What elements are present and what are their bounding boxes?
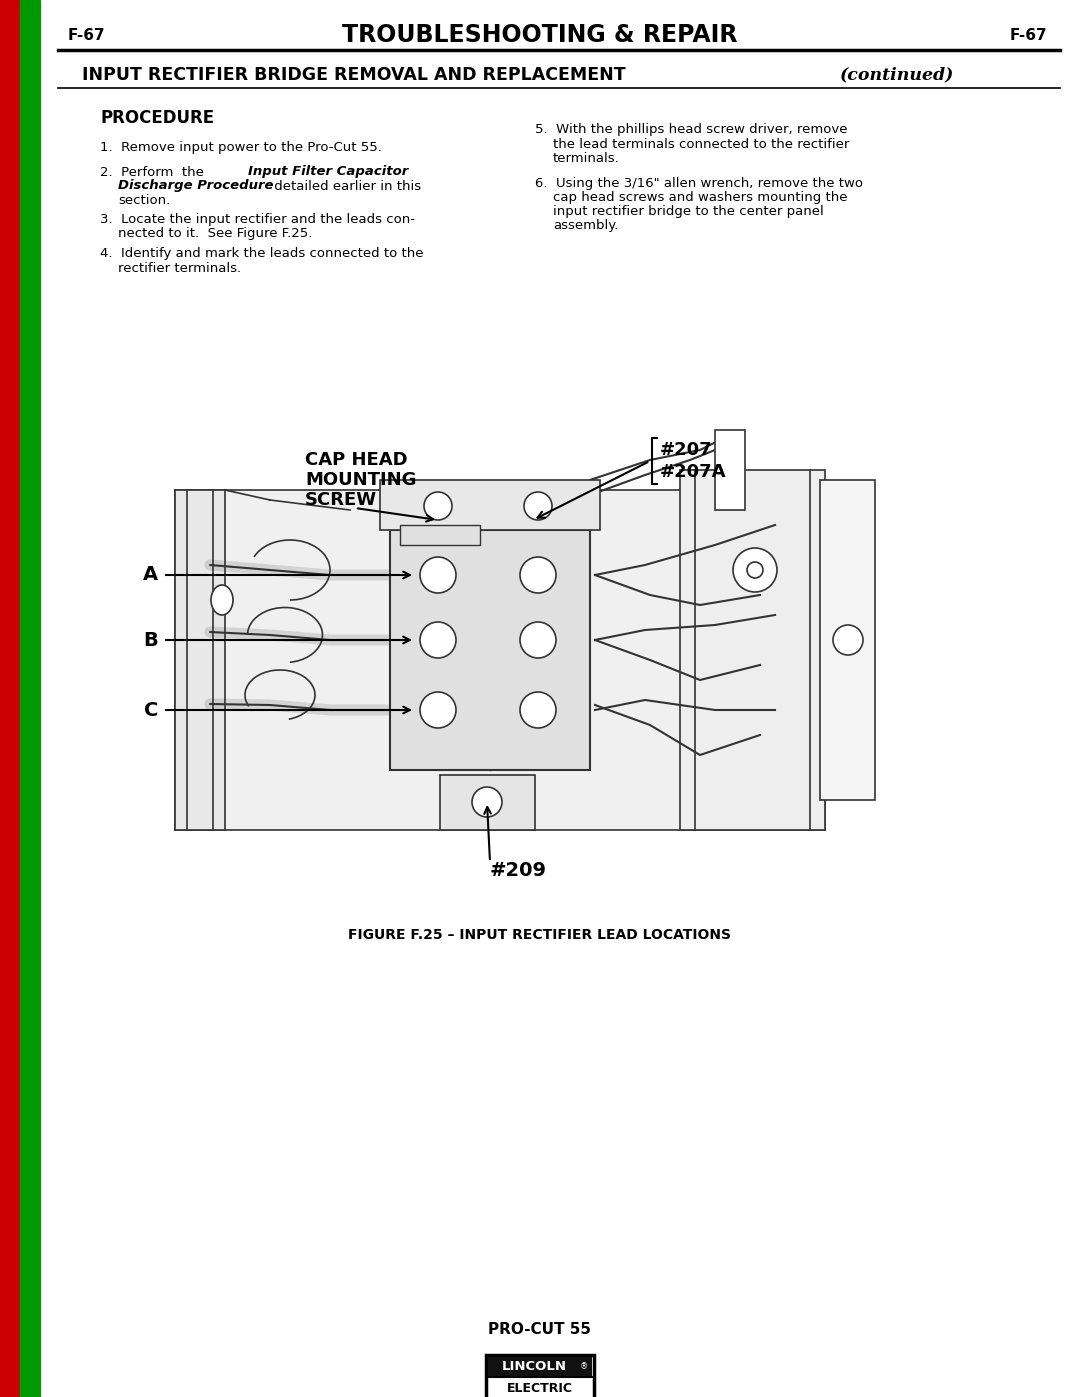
Text: Input Filter Capacitor: Input Filter Capacitor: [248, 165, 408, 179]
Text: Return to Master TOC: Return to Master TOC: [26, 130, 35, 240]
Bar: [488, 1356, 592, 1377]
Text: 5.  With the phillips head screw driver, remove: 5. With the phillips head screw driver, …: [535, 123, 848, 137]
Text: 3.  Locate the input rectifier and the leads con-: 3. Locate the input rectifier and the le…: [100, 214, 415, 226]
Bar: [486, 1355, 594, 1397]
Bar: [390, 529, 590, 770]
Text: TROUBLESHOOTING & REPAIR: TROUBLESHOOTING & REPAIR: [342, 22, 738, 47]
Text: LINCOLN: LINCOLN: [501, 1359, 567, 1373]
Ellipse shape: [211, 585, 233, 615]
Circle shape: [733, 548, 777, 592]
Circle shape: [519, 557, 556, 592]
Text: MOUNTING: MOUNTING: [305, 471, 417, 489]
Bar: [0, 0, 21, 1397]
Text: Return to Master TOC: Return to Master TOC: [26, 454, 35, 566]
Text: Return to Section TOC: Return to Section TOC: [5, 453, 14, 567]
Bar: [715, 430, 745, 510]
Circle shape: [472, 787, 502, 817]
Bar: [820, 481, 875, 800]
Text: A: A: [143, 566, 158, 584]
Bar: [680, 469, 825, 830]
Circle shape: [424, 492, 453, 520]
Text: FIGURE F.25 – INPUT RECTIFIER LEAD LOCATIONS: FIGURE F.25 – INPUT RECTIFIER LEAD LOCAT…: [349, 928, 731, 942]
Text: section.: section.: [118, 194, 171, 207]
Text: SCREW: SCREW: [305, 490, 377, 509]
Text: assembly.: assembly.: [553, 219, 619, 232]
Text: 6.  Using the 3/16" allen wrench, remove the two: 6. Using the 3/16" allen wrench, remove …: [535, 177, 863, 190]
Text: PROCEDURE: PROCEDURE: [100, 109, 214, 127]
Circle shape: [519, 622, 556, 658]
Text: terminals.: terminals.: [553, 151, 620, 165]
Circle shape: [420, 622, 456, 658]
Text: 1.  Remove input power to the Pro-Cut 55.: 1. Remove input power to the Pro-Cut 55.: [100, 141, 382, 155]
Text: (continued): (continued): [840, 67, 955, 84]
Text: 4.  Identify and mark the leads connected to the: 4. Identify and mark the leads connected…: [100, 247, 423, 260]
Text: Discharge Procedure: Discharge Procedure: [118, 179, 273, 193]
Text: rectifier terminals.: rectifier terminals.: [118, 261, 241, 274]
Circle shape: [420, 557, 456, 592]
Bar: [400, 525, 480, 545]
Text: Return to Section TOC: Return to Section TOC: [5, 1063, 14, 1176]
Circle shape: [524, 492, 552, 520]
Text: cap head screws and washers mounting the: cap head screws and washers mounting the: [553, 191, 848, 204]
Text: #207: #207: [660, 441, 713, 460]
Text: Return to Section TOC: Return to Section TOC: [5, 129, 14, 242]
Text: CAP HEAD: CAP HEAD: [305, 451, 407, 469]
Bar: [380, 481, 600, 529]
Text: C: C: [144, 700, 158, 719]
Text: nected to it.  See Figure F.25.: nected to it. See Figure F.25.: [118, 228, 312, 240]
Circle shape: [519, 692, 556, 728]
Text: B: B: [144, 630, 158, 650]
Bar: [21, 0, 40, 1397]
Text: ELECTRIC: ELECTRIC: [507, 1382, 573, 1396]
Text: #209: #209: [490, 861, 546, 880]
Text: F-67: F-67: [1010, 28, 1048, 42]
Circle shape: [833, 624, 863, 655]
Text: PRO-CUT 55: PRO-CUT 55: [488, 1323, 592, 1337]
Text: ®: ®: [580, 1362, 589, 1370]
Text: the lead terminals connected to the rectifier: the lead terminals connected to the rect…: [553, 137, 849, 151]
Circle shape: [747, 562, 762, 578]
Text: Return to Master TOC: Return to Master TOC: [26, 1065, 35, 1175]
Text: detailed earlier in this: detailed earlier in this: [270, 179, 421, 193]
Bar: [440, 775, 535, 830]
Circle shape: [420, 692, 456, 728]
Text: F-67: F-67: [68, 28, 106, 42]
Text: Return to Section TOC: Return to Section TOC: [5, 753, 14, 866]
Bar: [175, 490, 225, 830]
Text: 2.  Perform  the: 2. Perform the: [100, 165, 204, 179]
Text: #207A: #207A: [660, 462, 727, 481]
Text: input rectifier bridge to the center panel: input rectifier bridge to the center pan…: [553, 205, 824, 218]
Bar: [175, 490, 825, 830]
Text: Return to Master TOC: Return to Master TOC: [26, 754, 35, 865]
Text: INPUT RECTIFIER BRIDGE REMOVAL AND REPLACEMENT: INPUT RECTIFIER BRIDGE REMOVAL AND REPLA…: [82, 66, 625, 84]
